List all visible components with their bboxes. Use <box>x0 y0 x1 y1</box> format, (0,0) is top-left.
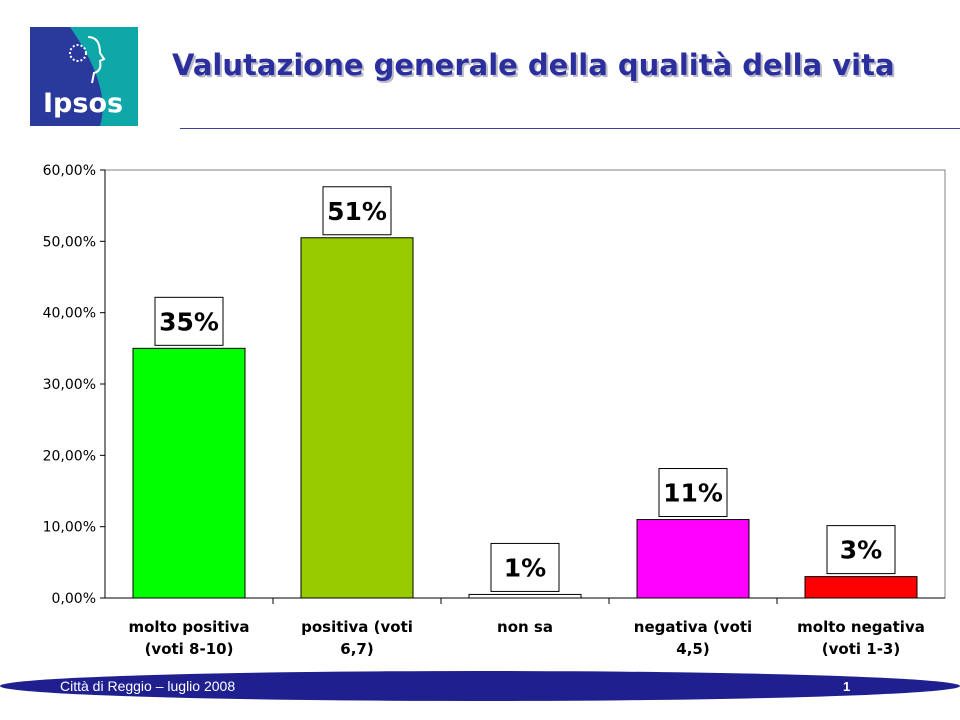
logo-face-icon <box>69 36 106 84</box>
data-label: 35% <box>159 307 219 336</box>
bar <box>300 237 414 599</box>
data-label: 1% <box>504 553 546 582</box>
data-label-box <box>490 542 560 592</box>
category-label: negativa (voti <box>634 618 752 636</box>
data-label-box <box>826 525 896 575</box>
category-label: 4,5) <box>676 640 709 658</box>
logo-text: Ipsos <box>43 88 123 119</box>
category-label: (voti 8-10) <box>145 640 234 658</box>
data-label-box <box>322 186 392 236</box>
data-label-box <box>658 468 728 518</box>
category-label: (voti 1-3) <box>822 640 900 658</box>
data-label: 51% <box>327 197 387 226</box>
bar <box>636 519 750 599</box>
data-label-box <box>154 296 224 346</box>
y-tick-label: 30,00% <box>43 377 96 393</box>
data-label: 3% <box>840 536 882 565</box>
footer-band <box>0 671 960 701</box>
y-tick-label: 10,00% <box>43 520 96 536</box>
category-label: positiva (voti <box>301 618 413 636</box>
page-number: 1 <box>843 679 851 694</box>
y-tick-label: 20,00% <box>43 448 96 464</box>
category-label: 6,7) <box>340 640 373 658</box>
category-label: molto negativa <box>797 618 925 636</box>
y-tick-label: 60,00% <box>43 163 96 179</box>
logo-accent <box>70 27 138 126</box>
bar-chart: 0,00% 10,00% 20,00% 30,00% 40,00% 50,00% 60,00… <box>43 163 946 658</box>
y-tick-label: 50,00% <box>43 234 96 250</box>
bar <box>468 593 582 599</box>
page-title: Valutazione generale della qualità della… <box>172 48 895 82</box>
bar <box>804 576 918 599</box>
ipsos-logo: Ipsos <box>30 27 138 126</box>
bar <box>132 347 246 599</box>
footer-ellipse <box>0 671 960 701</box>
y-tick-label: 40,00% <box>43 306 96 322</box>
footer-caption: Città di Reggio – luglio 2008 <box>60 678 236 694</box>
title-divider <box>180 128 960 129</box>
y-tick-label: 0,00% <box>52 591 96 607</box>
category-label: molto positiva <box>128 618 249 636</box>
data-label: 11% <box>663 479 723 508</box>
category-label: non sa <box>497 618 553 636</box>
